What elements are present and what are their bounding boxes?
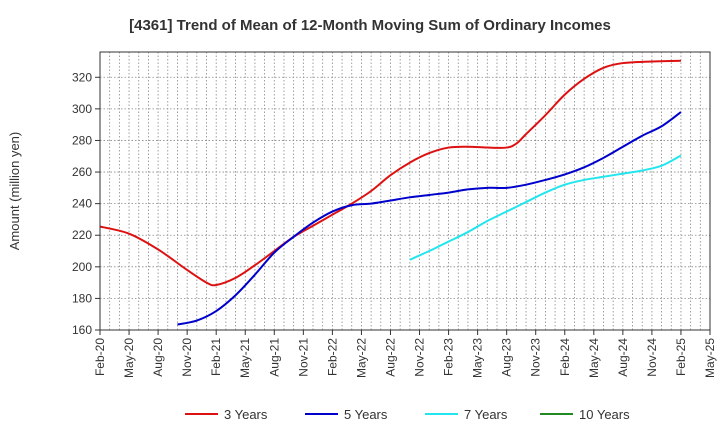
series-line-1	[99, 59, 681, 287]
y-tick-label: 160	[72, 323, 92, 337]
x-tick-label: Aug-21	[267, 338, 281, 377]
x-tick-label: Feb-25	[674, 338, 688, 376]
y-tick-label: 180	[72, 291, 92, 305]
x-tick-label: Aug-24	[616, 338, 630, 377]
y-axis-ticks: 160 180 200 220 240 260 280 300 320	[72, 70, 100, 337]
x-tick-label: May-25	[703, 338, 717, 378]
y-axis-label: Amount (million yen)	[7, 132, 22, 251]
legend-label: 3 Years	[224, 407, 268, 422]
x-tick-label: Nov-21	[296, 338, 310, 377]
y-tick-label: 280	[72, 133, 92, 147]
x-tick-label: Feb-24	[558, 338, 572, 376]
legend-label: 10 Years	[579, 407, 630, 422]
x-tick-label: Nov-24	[645, 338, 659, 377]
x-tick-label: Nov-23	[529, 338, 543, 377]
x-tick-label: Feb-21	[209, 338, 223, 376]
x-tick-label: Feb-22	[325, 338, 339, 376]
grid	[99, 52, 711, 331]
x-tick-label: Nov-22	[413, 338, 427, 377]
x-tick-label: May-23	[471, 338, 485, 378]
x-tick-label: May-24	[587, 338, 601, 378]
legend: 3 Years 5 Years 7 Years 10 Years	[185, 407, 630, 422]
x-tick-label: May-22	[354, 338, 368, 378]
legend-label: 7 Years	[464, 407, 508, 422]
x-tick-label: Aug-23	[500, 338, 514, 377]
x-tick-label: May-20	[122, 338, 136, 378]
x-axis-ticks: Feb-20 May-20 Aug-20 Nov-20 Feb-21 May-21 Aug-…	[93, 330, 717, 378]
chart-title: [4361] Trend of Mean of 12-Month Moving …	[129, 17, 611, 34]
series-line-3	[409, 154, 682, 261]
y-tick-label: 240	[72, 197, 92, 211]
y-tick-label: 260	[72, 165, 92, 179]
plot-frame	[99, 51, 711, 331]
y-tick-label: 220	[72, 228, 92, 242]
series-lines	[99, 59, 682, 326]
x-tick-label: Feb-23	[442, 338, 456, 376]
legend-label: 5 Years	[344, 407, 388, 422]
x-tick-label: Aug-22	[383, 338, 397, 377]
y-tick-label: 320	[72, 70, 92, 84]
x-tick-label: May-21	[238, 338, 252, 378]
series-line-2	[177, 111, 682, 326]
y-tick-label: 300	[72, 102, 92, 116]
y-tick-label: 200	[72, 260, 92, 274]
x-tick-label: Feb-20	[93, 338, 107, 376]
x-tick-label: Nov-20	[180, 338, 194, 377]
x-tick-label: Aug-20	[151, 338, 165, 377]
